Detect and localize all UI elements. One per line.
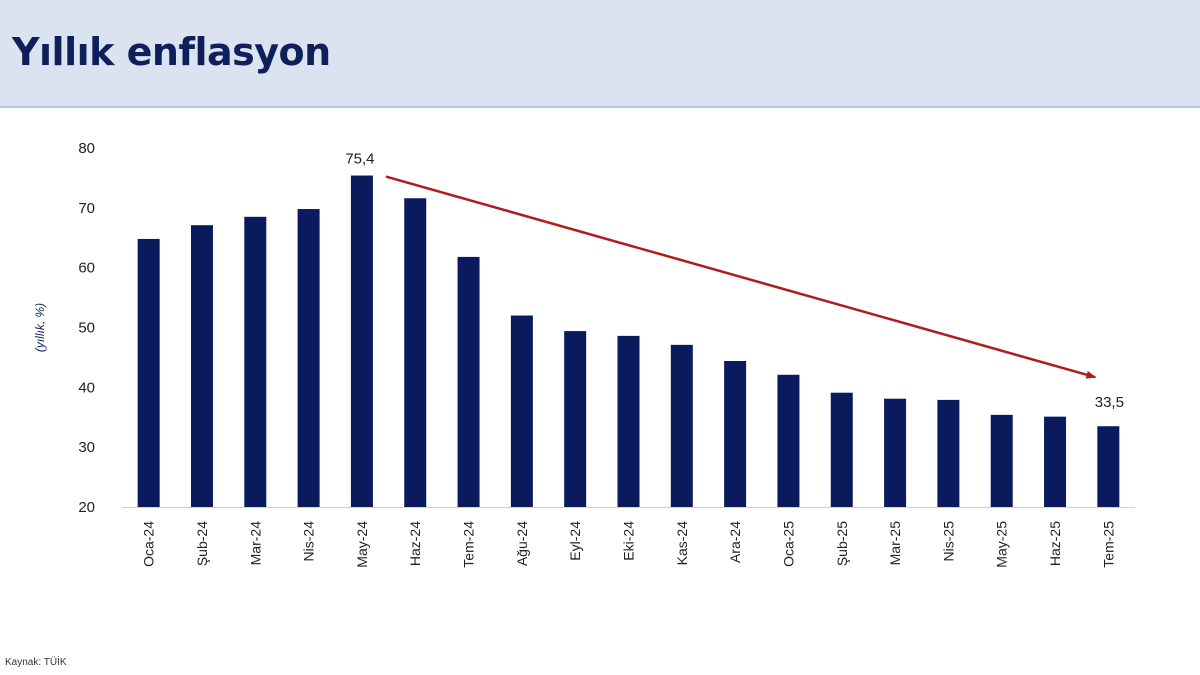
x-tick-label: Eyl-24 — [567, 521, 583, 561]
data-label: 33,5 — [1095, 394, 1124, 411]
y-axis-label: (yıllık, %) — [33, 303, 47, 352]
x-tick-label: Oca-24 — [141, 521, 157, 567]
bar-Ara-24 — [724, 361, 747, 507]
x-tick-label: May-24 — [354, 521, 370, 568]
x-tick-label: Şub-24 — [194, 521, 210, 566]
bar-Mar-24 — [244, 216, 267, 507]
bar-Eyl-24 — [564, 331, 587, 507]
y-tick-label: 40 — [78, 379, 95, 396]
y-tick-label: 30 — [78, 439, 95, 456]
source-note: Kaynak: TÜİK — [5, 657, 67, 668]
bar-Oca-25 — [777, 374, 800, 507]
trend-arrow — [385, 175, 1097, 379]
x-tick-label: Haz-25 — [1047, 521, 1063, 566]
x-tick-label: Nis-25 — [940, 521, 956, 562]
bar-Oca-24 — [137, 238, 160, 508]
x-tick-label: Şub-25 — [834, 521, 850, 566]
bar-Şub-25 — [830, 392, 853, 507]
bar-Nis-24 — [297, 209, 320, 507]
y-tick-label: 20 — [78, 499, 95, 516]
bar-Haz-24 — [404, 198, 427, 507]
x-tick-label: Tem-24 — [461, 521, 477, 568]
x-tick-label: Nis-24 — [301, 521, 317, 562]
bar-Eki-24 — [617, 335, 640, 507]
header-banner: Yıllık enflasyon — [0, 0, 1200, 108]
bar-Haz-25 — [1044, 416, 1067, 507]
bar-May-25 — [990, 414, 1013, 507]
x-tick-label: Mar-25 — [887, 521, 903, 566]
x-tick-label: Mar-24 — [247, 521, 263, 566]
y-tick-label: 70 — [78, 200, 95, 217]
page-title: Yıllık enflasyon — [12, 30, 331, 74]
y-tick-label: 50 — [78, 320, 95, 337]
x-tick-label: Ara-24 — [727, 521, 743, 563]
bar-Ağu-24 — [510, 315, 533, 507]
bar-Tem-25 — [1097, 426, 1120, 507]
x-tick-label: Ağu-24 — [514, 521, 530, 566]
x-tick-label: Eki-24 — [621, 521, 637, 561]
bar-Kas-24 — [670, 344, 693, 507]
x-tick-label: Oca-25 — [780, 521, 796, 567]
bar-May-24 — [350, 175, 373, 508]
bar-Mar-25 — [884, 398, 907, 507]
x-tick-label: May-25 — [994, 521, 1010, 568]
y-tick-label: 60 — [78, 260, 95, 277]
bar-Nis-25 — [937, 399, 960, 507]
data-label: 75,4 — [345, 151, 374, 168]
bar-Tem-24 — [457, 256, 480, 507]
y-tick-label: 80 — [78, 140, 95, 157]
x-tick-label: Kas-24 — [674, 521, 690, 566]
inflation-bar-chart: 20 30 40 50 60 70 80 (yıllık, %) Oca-24 Şub-24 Mar… — [33, 140, 1135, 568]
x-tick-label: Haz-24 — [407, 521, 423, 566]
x-tick-label: Tem-25 — [1100, 521, 1116, 568]
bar-Şub-24 — [190, 225, 213, 507]
